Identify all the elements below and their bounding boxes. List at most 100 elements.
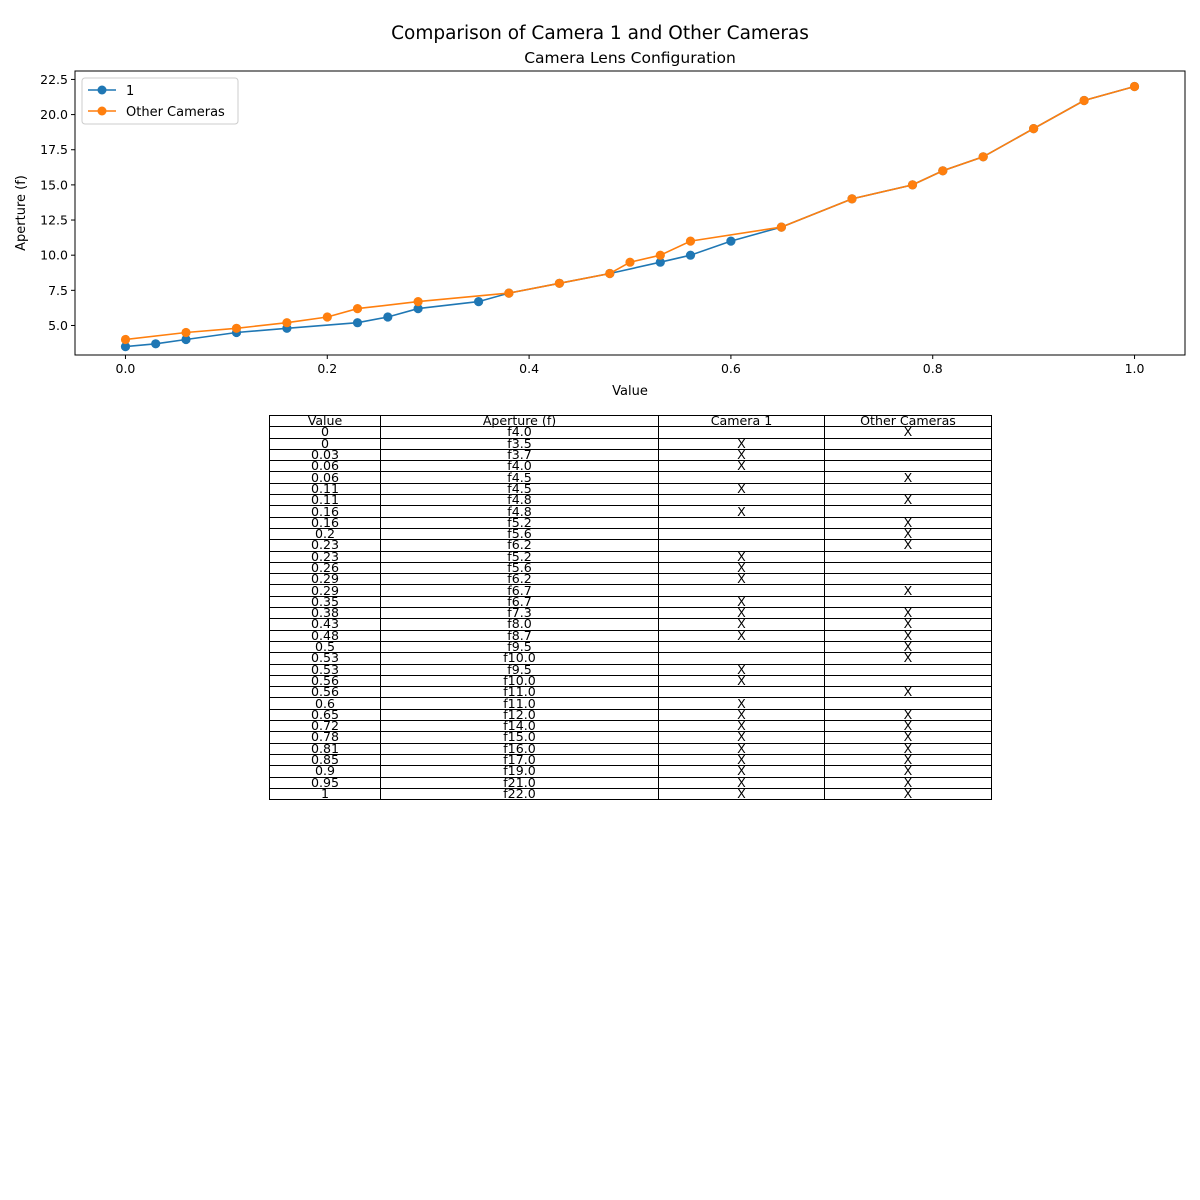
table-cell-other-cameras: X (824, 685, 992, 699)
series-2-point (776, 222, 787, 232)
table-row: 0 f4.0 X (269, 425, 992, 439)
table-cell-camera-1 (658, 527, 825, 541)
series-2-point (282, 318, 292, 328)
figure: Comparison of Camera 1 and Other Cameras… (14, 23, 1186, 399)
y-tick-label: 7.5 (48, 283, 68, 298)
x-tick-label: 0.4 (519, 361, 539, 376)
table-cell-aperture: f11.0 (380, 697, 659, 710)
table-row: 0.38 f7.3 X X (269, 606, 992, 620)
y-tick-label: 10.0 (40, 248, 68, 263)
table-header-aperture: Aperture (f) (380, 414, 659, 428)
series-2-point (605, 268, 615, 279)
series-2-point (181, 327, 191, 338)
table-row: 0.85 f17.0 X X (269, 753, 992, 767)
table-header-other-cameras: Other Cameras (824, 414, 992, 428)
table-row: 0.9 f19.0 X X (269, 764, 992, 778)
table-row: 0.81 f16.0 X X (269, 742, 992, 755)
axis-ticks: 0.0 0.2 0.4 0.6 0.8 1.0 5.0 7.5 10.0 12.5 15.0 17.5… (40, 72, 1144, 376)
series-1-point (383, 312, 393, 322)
x-axis-label: Value (612, 384, 648, 399)
table-row: 0.03 f3.7 X (269, 448, 992, 462)
table-cell-value: 1 (269, 787, 381, 801)
table-row: 0.5 f9.5 X (269, 640, 992, 654)
series-2-point (1079, 95, 1089, 106)
series-2-point (413, 297, 423, 307)
table-cell-other-cameras (824, 561, 992, 575)
table-body: 0 f4.0 X 0 f3.5 X 0.03 f3.7 X 0.06 f4.0 X 0.06 f4.5 X 0… (269, 425, 992, 801)
series-2-point (504, 288, 514, 298)
legend-label-series-1: 1 (126, 84, 134, 99)
table-row: 0.6 f11.0 X (269, 697, 992, 710)
x-tick-label: 1.0 (1125, 361, 1145, 376)
table-row: 0.53 f9.5 X (269, 663, 992, 676)
table-row: 0.48 f8.7 X X (269, 629, 992, 642)
y-tick-label: 12.5 (40, 213, 68, 228)
series-2-line (125, 85, 1135, 341)
table-row: 0.56 f11.0 X (269, 685, 992, 699)
table-cell-camera-1 (658, 640, 825, 654)
series-1-point (655, 257, 665, 267)
table-row: 0 f3.5 X (269, 437, 992, 450)
chart-title: Camera Lens Configuration (524, 49, 736, 67)
table-header-row: Value Aperture (f) Camera 1 Other Camera… (269, 414, 992, 428)
table-row: 0.29 f6.2 X (269, 572, 992, 586)
x-tick-label: 0.2 (317, 361, 337, 376)
x-tick-label: 0.0 (116, 361, 136, 376)
series-2-point (685, 236, 696, 246)
figure-suptitle: Comparison of Camera 1 and Other Cameras (391, 23, 809, 44)
table-cell-other-cameras (824, 663, 992, 676)
series-layer (120, 81, 1140, 352)
table-cell-camera-1: X (658, 505, 825, 518)
x-tick-label: 0.6 (721, 361, 741, 376)
series-2-point (625, 257, 635, 267)
y-tick-label: 17.5 (40, 142, 68, 157)
table-row: 0.2 f5.6 X (269, 527, 992, 541)
table-cell-camera-1: X (658, 629, 825, 642)
series-2-point (978, 152, 988, 162)
series-2-point (231, 323, 242, 333)
table-cell-value: 0.38 (269, 606, 381, 620)
series-2-point (120, 334, 131, 345)
table-row: 0.53 f10.0 X (269, 651, 992, 665)
table-row: 1 f22.0 X X (269, 787, 992, 801)
series-2-point (1129, 81, 1140, 92)
series-2-point (655, 250, 665, 260)
series-2-point (1029, 124, 1039, 134)
table-cell-other-cameras: X (824, 493, 992, 507)
table-cell-camera-1: X (658, 572, 825, 586)
series-1-point (120, 342, 131, 352)
table-cell-other-cameras (824, 550, 992, 563)
series-1-point (474, 297, 484, 307)
legend-frame (81, 77, 239, 125)
y-axis-label: Aperture (f) (14, 175, 29, 251)
table-cell-camera-1: X (658, 674, 825, 688)
table-row: 0.29 f6.7 X (269, 584, 992, 597)
table-cell-camera-1 (658, 516, 825, 529)
legend-marker-series-2 (97, 106, 107, 116)
table-cell-aperture: f3.5 (380, 437, 659, 450)
table-cell-other-cameras (824, 437, 992, 450)
table-cell-camera-1: X (658, 459, 825, 473)
table-cell-aperture: f5.2 (380, 516, 659, 529)
y-tick-label: 15.0 (40, 177, 68, 192)
series-2-point (938, 166, 948, 176)
table-cell-value: 0.06 (269, 459, 381, 473)
plot-area-frame (74, 70, 1186, 356)
table-row: 0.16 f4.8 X (269, 505, 992, 518)
table-row: 0.23 f5.2 X (269, 550, 992, 563)
table-cell-other-cameras (824, 448, 992, 462)
series-1-point (181, 334, 191, 345)
series-1-point (151, 339, 161, 349)
table-row: 0.06 f4.0 X (269, 459, 992, 473)
series-1-point (413, 304, 423, 314)
table-cell-other-cameras: X (824, 584, 992, 597)
table-row: 0.35 f6.7 X (269, 595, 992, 609)
table-cell-other-cameras: X (824, 538, 992, 552)
series-1-point (726, 236, 736, 246)
series-2-point (322, 312, 332, 322)
x-tick-label: 0.8 (923, 361, 943, 376)
table-cell-other-cameras: X (824, 471, 992, 484)
series-2-point (352, 304, 363, 314)
table-cell-aperture: f9.5 (380, 640, 659, 654)
series-2-point (554, 278, 565, 288)
